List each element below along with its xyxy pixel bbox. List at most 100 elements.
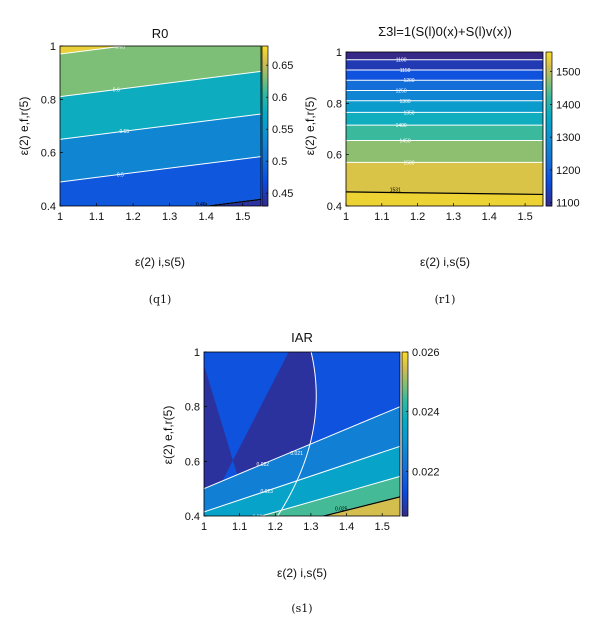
y-tick-label: 0.4: [41, 201, 56, 213]
colorbar-segment: [546, 108, 552, 112]
colorbar-segment: [402, 362, 408, 367]
y-tick-label: 1: [336, 47, 342, 59]
contour-label: 0.021: [290, 451, 303, 457]
colorbar-segment: [402, 439, 408, 443]
colorbar-segment: [262, 123, 268, 127]
colorbar-tick-label: 1300: [556, 132, 580, 144]
colorbar-segment: [402, 507, 408, 512]
colorbar-segment: [262, 203, 268, 207]
x-tick-label: 1.4: [199, 211, 214, 223]
colorbar-segment: [262, 107, 268, 111]
contour-label: 1100: [396, 58, 407, 64]
x-tick-label: 1.2: [410, 211, 425, 223]
colorbar-segment: [262, 48, 268, 52]
colorbar-segment: [262, 46, 268, 50]
colorbar-segment: [262, 187, 268, 191]
y-axis-label: ε(2) e,f,r(5): [161, 406, 175, 465]
colorbar-segment: [262, 179, 268, 183]
colorbar-segment: [262, 86, 268, 90]
contour-label: 0.5: [117, 172, 124, 178]
colorbar-segment: [546, 162, 552, 166]
colorbar-segment: [546, 180, 552, 184]
colorbar-segment: [402, 365, 408, 369]
colorbar-segment: [402, 464, 408, 468]
colorbar-segment: [402, 412, 408, 416]
x-tick-label: 1.1: [232, 521, 247, 533]
colorbar-segment: [546, 203, 552, 207]
x-tick-label: 1.3: [303, 521, 318, 533]
colorbar-segment: [262, 67, 268, 71]
contour-label: 1450: [400, 139, 411, 145]
colorbar-segment: [546, 123, 552, 127]
colorbar-segment: [546, 82, 552, 86]
colorbar-segment: [402, 469, 408, 473]
colorbar-segment: [402, 475, 408, 479]
x-tick-label: 1.1: [89, 211, 104, 223]
contour-label: 0.024: [253, 515, 266, 521]
colorbar-segment: [262, 128, 268, 132]
contour-label: 0.6: [113, 88, 120, 94]
panel-q1: 0.46 0.5 0.55 0.6 0.65 0.46 1 1.1 1.2 1.3 1.4 1.5 0.…: [17, 26, 293, 306]
colorbar-segment: [262, 182, 268, 186]
contour-label: 0.55: [119, 129, 129, 135]
colorbar-segment: [402, 401, 408, 405]
colorbar-segment: [262, 192, 268, 196]
colorbar-segment: [546, 152, 552, 156]
colorbar-segment: [262, 155, 268, 159]
highlight-contour-label: 0.46: [196, 202, 206, 208]
colorbar-segment: [402, 382, 408, 386]
colorbar-segment: [402, 409, 408, 413]
colorbar-segment: [402, 488, 408, 492]
colorbar-segment: [402, 442, 408, 446]
colorbar-segment: [546, 167, 552, 171]
colorbar-segment: [262, 102, 268, 106]
colorbar-segment: [262, 131, 268, 135]
colorbar-segment: [402, 368, 408, 372]
contour-band: [208, 199, 261, 206]
colorbar-segment: [402, 398, 408, 402]
colorbar-segment: [546, 164, 552, 168]
colorbar-segment: [546, 90, 552, 94]
colorbar-segment: [546, 188, 552, 192]
colorbar-segment: [402, 450, 408, 454]
colorbar-segment: [546, 100, 552, 104]
colorbar-segment: [262, 75, 268, 79]
colorbar-segment: [402, 466, 408, 471]
x-tick-label: 1.5: [517, 211, 532, 223]
colorbar-segment: [546, 193, 552, 197]
colorbar-segment: [546, 113, 552, 117]
plot-frame: [59, 45, 262, 207]
colorbar-segment: [402, 393, 408, 397]
colorbar-segment: [402, 472, 408, 476]
colorbar-tick-label: 0.65: [272, 60, 293, 72]
highlight-contour-line: [321, 496, 400, 516]
colorbar-frame: [261, 45, 269, 207]
colorbar-segment: [262, 88, 268, 92]
colorbar-tick-label: 1400: [556, 99, 580, 111]
colorbar-segment: [262, 59, 268, 63]
colorbar-segment: [402, 491, 408, 495]
colorbar-segment: [262, 163, 268, 167]
panel-caption: (s1): [291, 602, 312, 615]
colorbar-segment: [262, 134, 268, 138]
colorbar-segment: [262, 78, 268, 82]
colorbar-segment: [402, 417, 408, 421]
contour-label: 1250: [396, 89, 407, 95]
colorbar-segment: [402, 354, 408, 358]
y-tick-label: 1: [194, 347, 200, 359]
colorbar-segment: [546, 98, 552, 102]
contour-label: 0.023: [260, 489, 273, 495]
colorbar-segment: [546, 52, 552, 56]
colorbar-segment: [546, 57, 552, 61]
colorbar-segment: [546, 54, 552, 58]
colorbar-segment: [262, 158, 268, 162]
colorbar-segment: [262, 94, 268, 98]
colorbar-tick-label: 1100: [556, 198, 580, 210]
colorbar-segment: [402, 477, 408, 481]
colorbar-segment: [262, 120, 268, 124]
plot-frame: [345, 51, 544, 207]
contour-line: [277, 352, 317, 516]
colorbar-segment: [262, 70, 268, 74]
